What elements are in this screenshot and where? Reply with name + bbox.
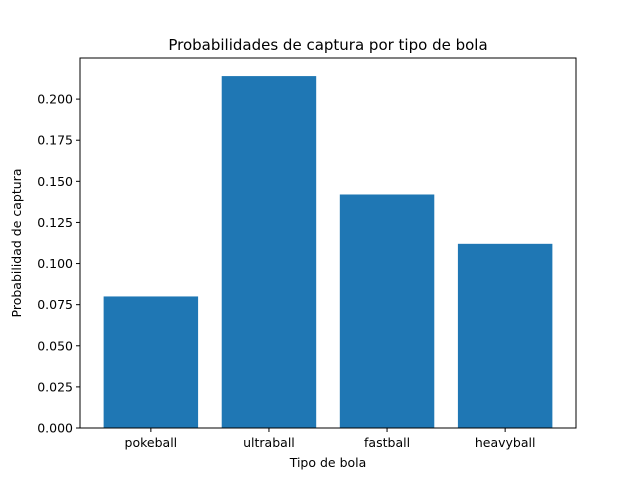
- y-tick-label: 0.150: [37, 174, 73, 189]
- plot-frame: [79, 57, 577, 429]
- y-axis: 0.000 0.025 0.050 0.075 0.100 0.125 0.150 0.175…: [37, 92, 80, 436]
- y-tick-label: 0.200: [37, 92, 73, 107]
- x-tick-label: ultraball: [243, 435, 295, 450]
- bar-pokeball: [103, 296, 199, 428]
- y-axis-label: Probabilidad de captura: [9, 169, 24, 318]
- bar-ultraball: [221, 76, 317, 428]
- x-tick-label: pokeball: [125, 435, 178, 450]
- bar-heavyball: [457, 243, 553, 428]
- x-tick-label: fastball: [364, 435, 410, 450]
- y-tick-label: 0.000: [37, 421, 73, 436]
- x-tick-label: heavyball: [475, 435, 536, 450]
- y-tick-label: 0.125: [37, 215, 73, 230]
- x-axis: pokeball ultraball fastball heavyball: [125, 428, 536, 450]
- bar-fastball: [339, 194, 435, 428]
- bars-layer: [103, 76, 553, 428]
- y-tick-label: 0.075: [37, 297, 73, 312]
- y-tick-label: 0.175: [37, 133, 73, 148]
- chart-title: Probabilidades de captura por tipo de bo…: [168, 36, 487, 54]
- x-axis-label: Tipo de bola: [289, 455, 367, 470]
- y-tick-label: 0.050: [37, 338, 73, 353]
- y-tick-label: 0.100: [37, 256, 73, 271]
- y-tick-label: 0.025: [37, 379, 73, 394]
